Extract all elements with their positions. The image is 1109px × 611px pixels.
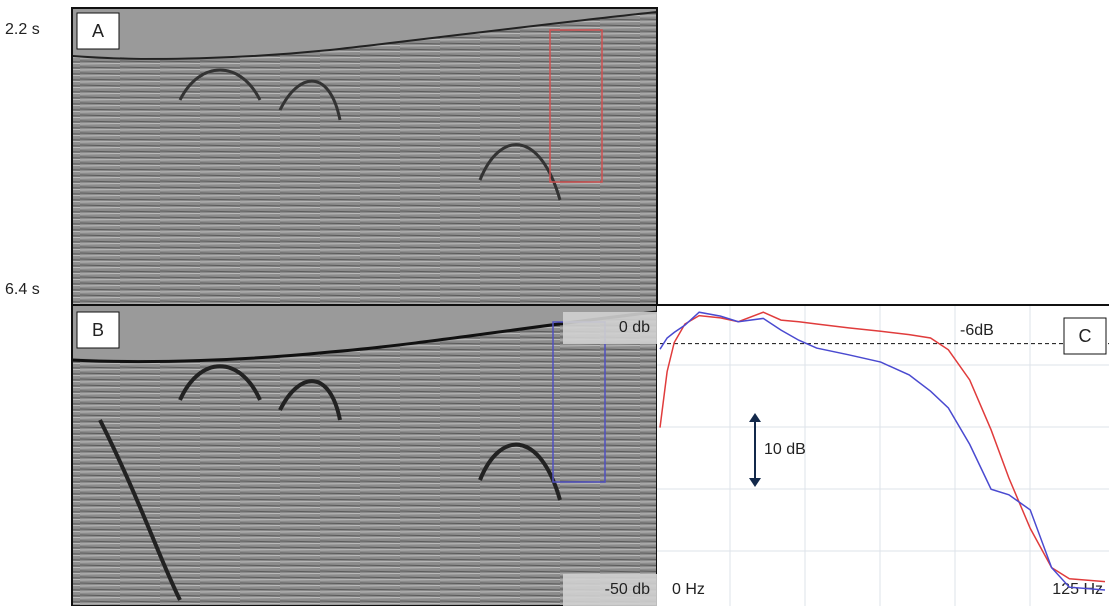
figure: 2.2 s 6.4 s A B 0 db-50 db0 Hz125 Hz-6dB… [0,0,1109,606]
panel-label: A [92,21,104,41]
reference-label: -6dB [960,322,994,339]
x-tick-label: 0 Hz [672,581,705,598]
spectrum-panel [657,305,1109,606]
panel-label: C [1079,326,1092,346]
y-tick-label: 0 db [619,319,650,336]
seismic-panel-b: B [72,305,657,606]
seismic-panel-a: A [72,8,657,305]
panel-label: B [92,320,104,340]
y-tick-label: -50 db [605,581,650,598]
time-label: 6.4 s [5,281,40,298]
scale-label: 10 dB [764,441,806,458]
time-label: 2.2 s [5,21,40,38]
